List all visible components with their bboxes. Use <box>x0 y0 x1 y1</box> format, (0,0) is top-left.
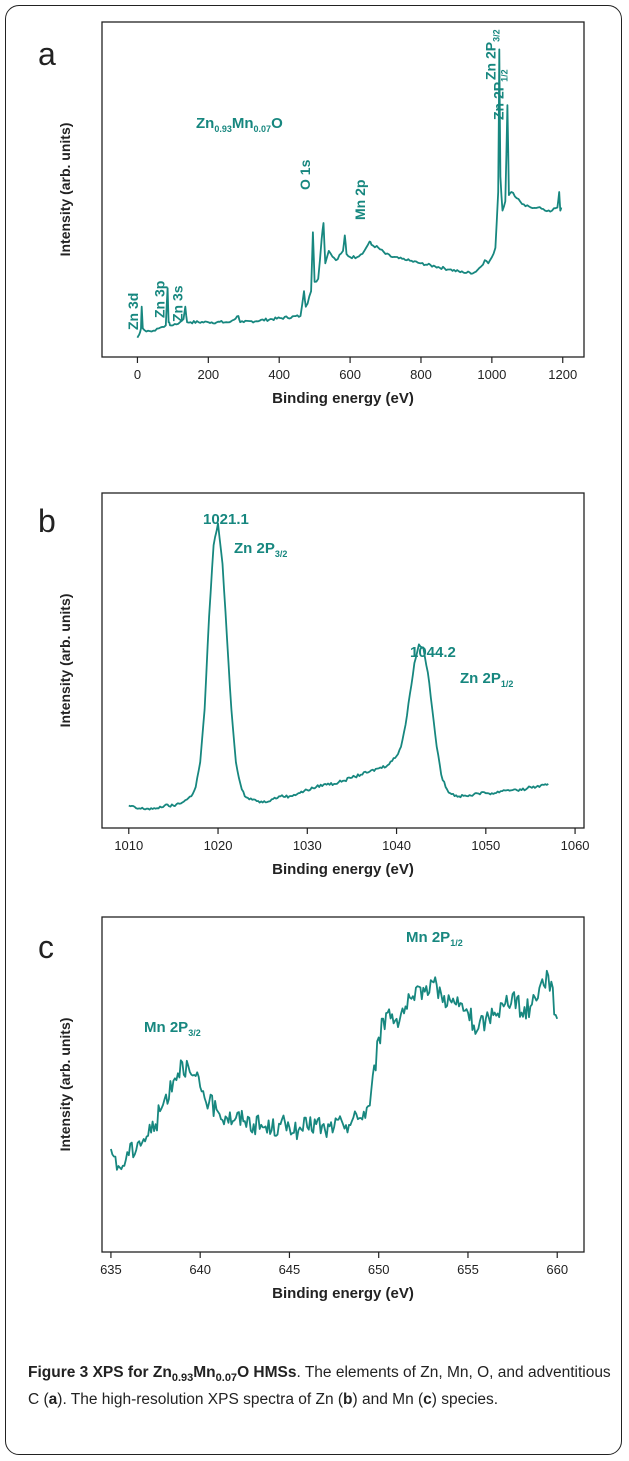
peak-value-label: 1021.1 <box>203 511 249 528</box>
peak-label: Mn 2P3/2 <box>144 1019 201 1038</box>
plot-frame <box>101 21 585 358</box>
panel-c-chart: c 635 640 645 650 655 660 Binding energy (eV) In… <box>38 916 585 1302</box>
y-axis-label: Intensity (arb. units) <box>57 1018 73 1152</box>
x-tick-label: 650 <box>368 1262 390 1277</box>
x-tick-label: 645 <box>279 1262 301 1277</box>
x-axis-label: Binding energy (eV) <box>272 861 414 878</box>
peak-label: Zn 2P3/2 <box>234 540 287 559</box>
spectrum-line <box>128 522 549 811</box>
x-axis-label: Binding energy (eV) <box>272 1285 414 1302</box>
x-tick-label: 600 <box>339 367 361 382</box>
x-tick-label: 635 <box>100 1262 122 1277</box>
caption-title: Figure 3 XPS for Zn0.93Mn0.07O HMSs <box>28 1364 297 1385</box>
peak-label: Mn 2P1/2 <box>406 929 463 948</box>
plot-frame <box>101 916 585 1253</box>
x-tick-label: 655 <box>457 1262 479 1277</box>
spectrum-line <box>110 969 559 1171</box>
peak-label: Zn 2P3/2 <box>482 29 501 80</box>
x-tick-label: 1200 <box>548 367 577 382</box>
peak-label: Zn 2P1/2 <box>460 670 513 689</box>
peak-label: Zn 3s <box>169 285 185 322</box>
peak-label: Zn 2P1/2 <box>490 69 509 120</box>
spectrum-line <box>136 48 563 339</box>
peak-label: O 1s <box>297 159 313 190</box>
plot-frame <box>101 492 585 829</box>
x-tick-label: 640 <box>189 1262 211 1277</box>
panel-label: b <box>38 503 56 539</box>
peak-label: Zn 3d <box>125 293 141 330</box>
figure-frame <box>5 5 622 1455</box>
peak-value-label: 1044.2 <box>410 644 456 661</box>
x-tick-label: 800 <box>410 367 432 382</box>
x-tick-label: 1000 <box>477 367 506 382</box>
peak-label: Mn 2p <box>352 180 368 220</box>
y-axis-label: Intensity (arb. units) <box>57 123 73 257</box>
y-axis-label: Intensity (arb. units) <box>57 594 73 728</box>
panel-label: a <box>38 36 56 72</box>
x-tick-label: 200 <box>197 367 219 382</box>
peak-label: Zn 3p <box>152 281 168 318</box>
figure-caption: Figure 3 XPS for Zn0.93Mn0.07O HMSs. The… <box>28 1364 611 1409</box>
compound-label: Zn0.93Mn0.07O <box>196 115 283 134</box>
x-axis-label: Binding energy (eV) <box>272 390 414 407</box>
x-tick-label: 0 <box>134 367 141 382</box>
x-tick-label: 660 <box>546 1262 568 1277</box>
panel-b-chart: b 1010 1020 1030 1040 1050 1060 Binding energy … <box>38 492 590 878</box>
x-tick-label: 1020 <box>204 838 233 853</box>
x-tick-label: 1060 <box>561 838 590 853</box>
x-tick-label: 400 <box>268 367 290 382</box>
x-tick-label: 1050 <box>471 838 500 853</box>
x-tick-label: 1010 <box>114 838 143 853</box>
x-tick-label: 1040 <box>382 838 411 853</box>
panel-label: c <box>38 929 54 965</box>
x-tick-label: 1030 <box>293 838 322 853</box>
panel-a-chart: a 0 200 400 600 800 1000 1200 Binding energy (eV… <box>38 21 585 407</box>
